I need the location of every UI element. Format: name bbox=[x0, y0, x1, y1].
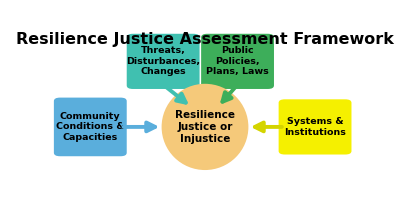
FancyBboxPatch shape bbox=[54, 98, 127, 156]
Text: Public
Policies,
Plans, Laws: Public Policies, Plans, Laws bbox=[206, 46, 269, 76]
Text: Threats,
Disturbances,
Changes: Threats, Disturbances, Changes bbox=[126, 46, 200, 76]
Text: Resilience Justice Assessment Framework: Resilience Justice Assessment Framework bbox=[16, 32, 394, 47]
Text: Resilience
Justice or
Injustice: Resilience Justice or Injustice bbox=[175, 110, 235, 144]
Text: Community
Conditions &
Capacities: Community Conditions & Capacities bbox=[56, 112, 125, 142]
Text: Systems &
Institutions: Systems & Institutions bbox=[284, 117, 346, 137]
FancyBboxPatch shape bbox=[201, 34, 274, 89]
FancyBboxPatch shape bbox=[127, 34, 200, 89]
Ellipse shape bbox=[162, 84, 248, 170]
FancyBboxPatch shape bbox=[279, 99, 352, 155]
